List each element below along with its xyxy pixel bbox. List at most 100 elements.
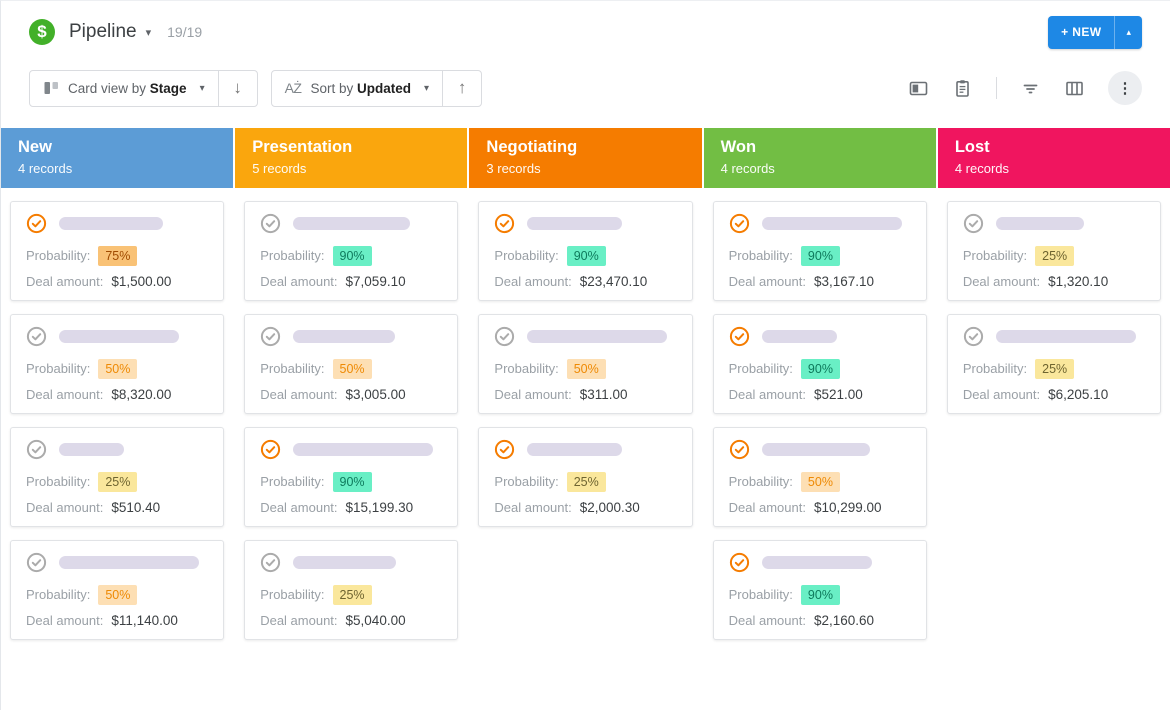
deal-name-placeholder bbox=[293, 330, 396, 343]
view-selector[interactable]: Card view by Stage ▾ bbox=[30, 71, 218, 106]
deal-card[interactable]: Probability: 50% Deal amount: $3,005.00 bbox=[244, 314, 459, 414]
more-options-button[interactable]: ⋮ bbox=[1108, 71, 1142, 105]
view-selector-label: Card view by Stage bbox=[68, 80, 187, 96]
page-title[interactable]: Pipeline bbox=[69, 21, 137, 42]
check-circle-icon bbox=[495, 213, 515, 234]
sort-az-icon: AŻ bbox=[284, 80, 302, 96]
probability-label: Probability: bbox=[728, 361, 793, 376]
deal-card[interactable]: Probability: 50% Deal amount: $8,320.00 bbox=[10, 314, 225, 414]
deal-card[interactable]: Probability: 75% Deal amount: $1,500.00 bbox=[10, 201, 225, 301]
deal-amount-value: $11,140.00 bbox=[111, 613, 178, 628]
check-circle-icon bbox=[729, 326, 749, 347]
check-circle-icon bbox=[729, 213, 749, 234]
deal-amount-label: Deal amount: bbox=[728, 274, 806, 289]
kanban-view-icon bbox=[44, 82, 58, 94]
check-circle-icon bbox=[26, 213, 47, 234]
columns-icon[interactable] bbox=[1064, 78, 1085, 99]
view-direction-button[interactable]: ↓ bbox=[233, 78, 242, 97]
deal-card[interactable]: Probability: 90% Deal amount: $23,470.10 bbox=[478, 201, 693, 301]
deal-name-placeholder bbox=[527, 443, 623, 456]
column-record-count: 4 records bbox=[720, 161, 775, 176]
group-divider bbox=[217, 70, 219, 106]
deal-card[interactable]: Probability: 90% Deal amount: $3,167.10 bbox=[712, 201, 927, 301]
probability-badge: 25% bbox=[566, 471, 606, 492]
probability-label: Probability: bbox=[962, 248, 1028, 263]
check-circle-icon bbox=[261, 552, 281, 573]
deal-amount-value: $3,167.10 bbox=[813, 274, 874, 289]
check-circle-icon bbox=[261, 439, 281, 460]
probability-badge: 25% bbox=[98, 471, 138, 492]
deal-card[interactable]: Probability: 25% Deal amount: $510.40 bbox=[10, 427, 225, 527]
column-title: Presentation bbox=[252, 138, 353, 156]
deal-amount-value: $5,040.00 bbox=[345, 613, 406, 628]
deal-amount-value: $3,005.00 bbox=[345, 387, 406, 402]
deal-name-placeholder bbox=[527, 217, 623, 230]
deal-name-placeholder bbox=[293, 443, 434, 456]
probability-label: Probability: bbox=[728, 248, 793, 263]
sort-selector[interactable]: AŻ Sort by Updated ▾ bbox=[272, 71, 442, 106]
sort-caret-down-icon: ▾ bbox=[424, 82, 430, 94]
column-header: Won 4 records bbox=[703, 128, 936, 188]
deal-amount-value: $8,320.00 bbox=[111, 387, 172, 402]
probability-label: Probability: bbox=[494, 474, 559, 489]
column-header: Negotiating 3 records bbox=[469, 128, 702, 188]
deal-name-placeholder bbox=[995, 217, 1084, 230]
deal-name-placeholder bbox=[761, 556, 872, 569]
new-button[interactable]: + NEW bbox=[1061, 25, 1102, 39]
deal-card[interactable]: Probability: 50% Deal amount: $11,140.00 bbox=[10, 540, 225, 640]
new-split-button[interactable]: + NEW ▴ bbox=[1048, 15, 1142, 49]
record-count: 19/19 bbox=[167, 24, 203, 40]
column-cards: Probability: 90% Deal amount: $23,470.10… bbox=[469, 188, 701, 527]
toolbar-divider bbox=[996, 77, 997, 99]
deal-amount-label: Deal amount: bbox=[728, 387, 806, 402]
column-header: New 4 records bbox=[1, 128, 234, 188]
filter-icon[interactable] bbox=[1020, 78, 1041, 99]
kanban-column: Negotiating 3 records Probability: 90% D… bbox=[469, 128, 702, 640]
deal-card[interactable]: Probability: 90% Deal amount: $521.00 bbox=[712, 314, 927, 414]
deal-amount-label: Deal amount: bbox=[728, 613, 806, 628]
deal-amount-value: $1,320.10 bbox=[1048, 274, 1109, 289]
title-dropdown-caret-icon[interactable]: ▾ bbox=[145, 26, 152, 39]
side-panel-layout-icon[interactable] bbox=[908, 78, 929, 99]
deal-card[interactable]: Probability: 25% Deal amount: $2,000.30 bbox=[478, 427, 693, 527]
deal-amount-value: $6,205.10 bbox=[1048, 387, 1109, 402]
deal-amount-value: $15,199.30 bbox=[345, 500, 414, 515]
deal-amount-label: Deal amount: bbox=[260, 613, 338, 628]
probability-badge: 50% bbox=[98, 358, 138, 379]
probability-badge: 25% bbox=[332, 584, 372, 605]
deal-amount-label: Deal amount: bbox=[260, 500, 338, 515]
column-record-count: 4 records bbox=[18, 161, 73, 176]
probability-label: Probability: bbox=[26, 361, 91, 376]
deal-amount-label: Deal amount: bbox=[962, 387, 1041, 402]
deal-card[interactable]: Probability: 25% Deal amount: $6,205.10 bbox=[946, 314, 1162, 414]
kanban-column: Won 4 records Probability: 90% Deal amou… bbox=[703, 128, 936, 640]
deal-card[interactable]: Probability: 25% Deal amount: $5,040.00 bbox=[244, 540, 459, 640]
deal-card[interactable]: Probability: 90% Deal amount: $7,059.10 bbox=[244, 201, 459, 301]
column-record-count: 3 records bbox=[486, 161, 541, 176]
check-circle-icon bbox=[26, 439, 47, 460]
deal-card[interactable]: Probability: 90% Deal amount: $15,199.30 bbox=[244, 427, 459, 527]
deal-amount-label: Deal amount: bbox=[26, 500, 104, 515]
check-circle-icon bbox=[495, 326, 515, 347]
kanban-column: Presentation 5 records Probability: 90% … bbox=[235, 128, 468, 640]
deal-card[interactable]: Probability: 25% Deal amount: $1,320.10 bbox=[946, 201, 1162, 301]
column-record-count: 5 records bbox=[252, 161, 307, 176]
clipboard-icon[interactable] bbox=[952, 78, 973, 99]
deal-name-placeholder bbox=[995, 330, 1136, 343]
deal-name-placeholder bbox=[59, 217, 163, 230]
probability-label: Probability: bbox=[494, 248, 559, 263]
check-circle-icon bbox=[261, 326, 281, 347]
probability-badge: 90% bbox=[800, 245, 840, 266]
probability-label: Probability: bbox=[728, 474, 793, 489]
deal-name-placeholder bbox=[293, 217, 411, 230]
deal-amount-label: Deal amount: bbox=[26, 387, 104, 402]
deal-card[interactable]: Probability: 50% Deal amount: $311.00 bbox=[478, 314, 693, 414]
new-button-caret-up-icon[interactable]: ▴ bbox=[1126, 26, 1131, 37]
probability-label: Probability: bbox=[26, 248, 91, 263]
sort-direction-button[interactable]: ↑ bbox=[457, 78, 467, 97]
new-button-divider bbox=[1114, 15, 1116, 49]
probability-badge: 90% bbox=[332, 245, 372, 266]
deal-card[interactable]: Probability: 50% Deal amount: $10,299.00 bbox=[712, 427, 927, 527]
deal-card[interactable]: Probability: 90% Deal amount: $2,160.60 bbox=[712, 540, 927, 640]
check-circle-icon bbox=[963, 326, 983, 347]
